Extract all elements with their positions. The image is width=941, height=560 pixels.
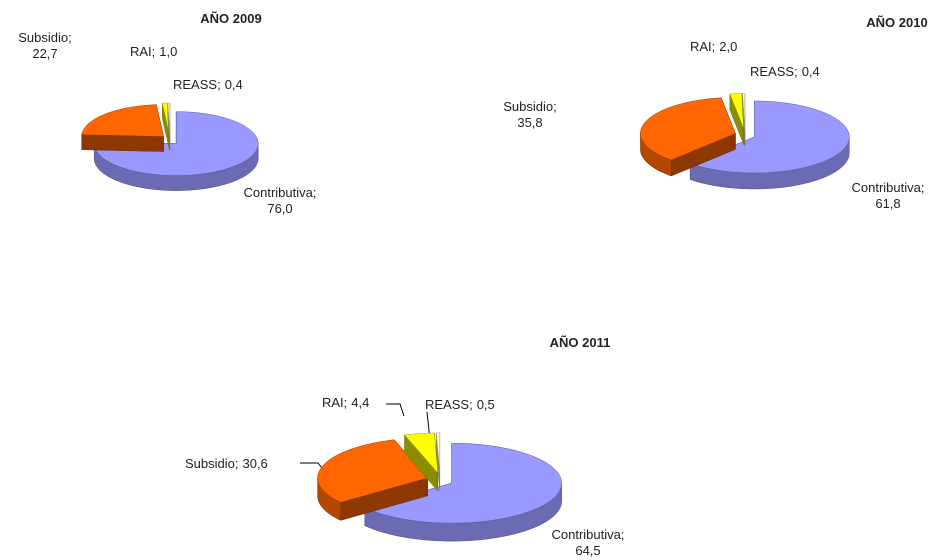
chart-title: AÑO 2009 [200, 11, 261, 26]
pie-slice [81, 104, 164, 152]
chart-title: AÑO 2010 [866, 15, 927, 30]
label-category: Contributiva; [852, 180, 925, 195]
slice-top [436, 432, 441, 473]
pie-slice [436, 432, 441, 491]
label-category: RAI; [322, 395, 347, 410]
label-category: REASS; [750, 64, 798, 79]
label-category: REASS; [173, 77, 221, 92]
data-label: RAI; 4,4 [322, 395, 369, 410]
label-category: Subsidio; [185, 456, 238, 471]
slice-top [689, 100, 850, 174]
pie [81, 102, 259, 191]
data-label: REASS; 0,4 [750, 64, 820, 79]
label-value: 76,0 [267, 201, 292, 216]
data-label: REASS; 0,5 [425, 397, 495, 412]
label-value: 22,7 [32, 46, 57, 61]
label-value: 64,5 [575, 543, 600, 558]
label-category: Subsidio; [18, 30, 71, 45]
label-value: 0,4 [225, 77, 243, 92]
slice-top [167, 102, 171, 136]
data-label: Contributiva; 61,8 [852, 180, 925, 211]
leader-line [300, 462, 323, 469]
slice-top [93, 111, 259, 176]
label-value: 0,4 [802, 64, 820, 79]
data-label: REASS; 0,4 [173, 77, 243, 92]
label-value: 61,8 [875, 196, 900, 211]
label-category: Subsidio; [503, 99, 556, 114]
pie-slice [167, 102, 171, 151]
pie-slice [729, 93, 745, 146]
label-category: Contributiva; [552, 527, 625, 542]
slice-top [81, 104, 164, 137]
slice-top [317, 439, 429, 503]
slice-top [729, 93, 745, 130]
data-label: RAI; 2,0 [690, 39, 737, 54]
slice-wall [81, 134, 164, 152]
pie [317, 432, 562, 542]
pie [640, 93, 850, 190]
slice-top [742, 93, 746, 130]
data-label: Subsidio; 30,6 [185, 456, 268, 471]
label-value: 2,0 [719, 39, 737, 54]
label-category: RAI; [690, 39, 715, 54]
pie-slice [364, 442, 562, 542]
data-label: Contributiva; 76,0 [244, 185, 317, 216]
data-label: Subsidio; 35,8 [503, 99, 556, 130]
label-category: RAI; [130, 44, 155, 59]
chart-title: AÑO 2011 [550, 335, 611, 350]
leader-line [386, 403, 405, 417]
pie-slice [403, 432, 439, 492]
pie-slice [689, 100, 850, 190]
label-value: 0,5 [477, 397, 495, 412]
data-label: RAI; 1,0 [130, 44, 177, 59]
label-value: 1,0 [159, 44, 177, 59]
data-label: Contributiva; 64,5 [552, 527, 625, 558]
pie-slice [742, 93, 746, 146]
slice-top [364, 442, 562, 524]
label-category: REASS; [425, 397, 473, 412]
label-value: 4,4 [351, 395, 369, 410]
label-value: 35,8 [517, 115, 542, 130]
label-value: 30,6 [242, 456, 267, 471]
label-category: Contributiva; [244, 185, 317, 200]
slice-top [403, 432, 439, 474]
data-label: Subsidio; 22,7 [18, 30, 71, 61]
slice-top [640, 97, 736, 161]
pie-slice [317, 439, 429, 521]
pie-slice [640, 97, 736, 177]
